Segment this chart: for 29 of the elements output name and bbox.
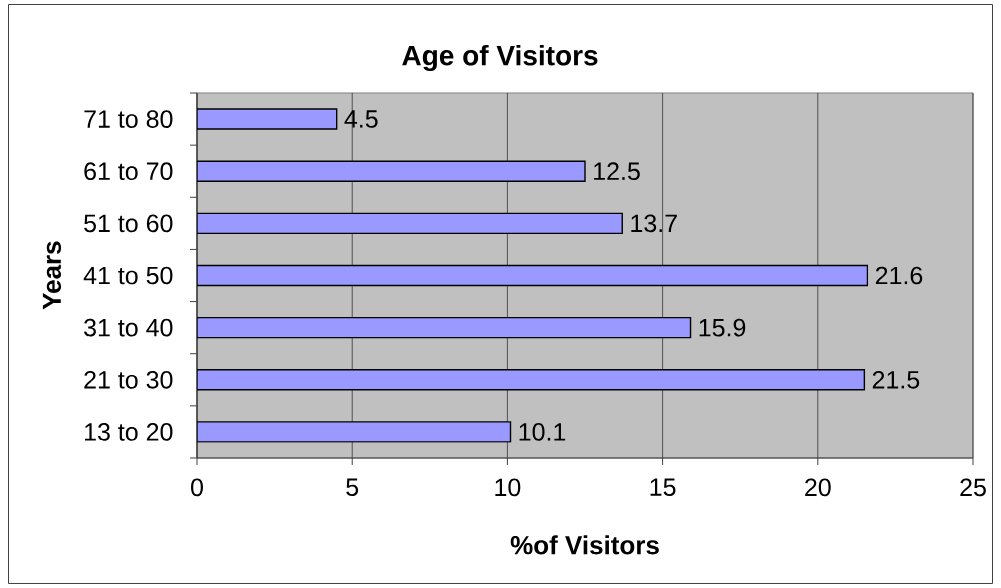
bar [197, 160, 586, 182]
y-tick-label: 31 to 40 [84, 318, 173, 337]
x-tick-label: 10 [495, 478, 521, 497]
x-tick-label: 20 [805, 478, 831, 497]
y-tick-label: 21 to 30 [84, 370, 173, 389]
bar [197, 421, 512, 443]
x-tick-label: 15 [650, 478, 676, 496]
chart-title: Age of Visitors [402, 44, 598, 72]
y-tick-label: 13 to 20 [85, 423, 173, 441]
y-tick-label: 71 to 80 [84, 110, 173, 128]
x-tick-label: 5 [346, 478, 359, 496]
x-tick-label: 25 [960, 478, 986, 497]
x-tick-label: 0 [191, 478, 203, 497]
x-axis-title: %of Visitors [510, 535, 659, 555]
y-axis-title: Years [42, 241, 62, 310]
data-label: 15.9 [699, 318, 746, 337]
data-label: 10.1 [519, 423, 566, 441]
y-tick-label: 61 to 70 [84, 162, 173, 181]
data-label: 21.6 [875, 266, 923, 285]
bar [197, 369, 866, 391]
y-tick-label: 41 to 50 [83, 266, 173, 285]
data-label: 13.7 [631, 214, 677, 233]
bar [197, 212, 623, 235]
y-tick-label: 51 to 60 [84, 214, 173, 233]
data-label: 4.5 [344, 110, 378, 128]
bar [197, 264, 869, 287]
data-label: 21.5 [872, 370, 920, 389]
data-label: 12.5 [594, 162, 640, 181]
bar [197, 316, 692, 339]
